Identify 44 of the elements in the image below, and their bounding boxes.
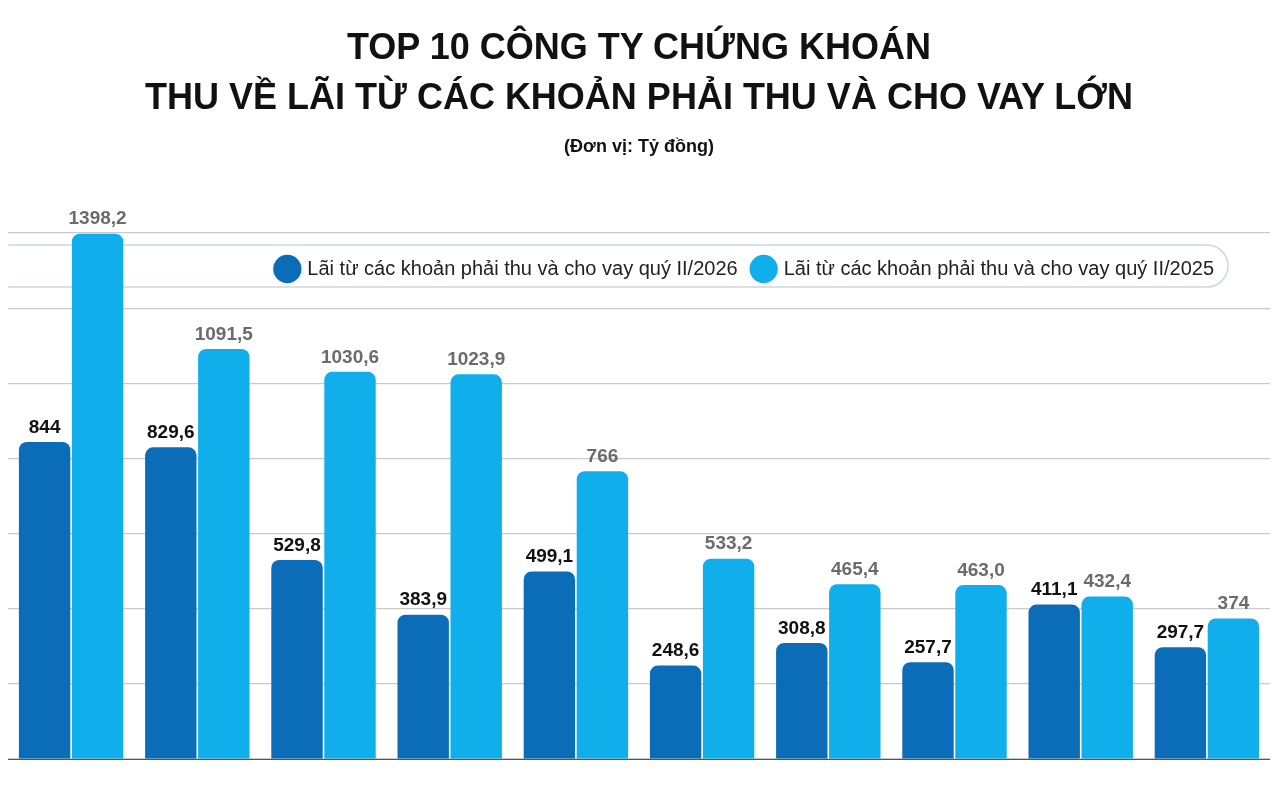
bar [397,614,449,759]
bar [1154,647,1207,759]
bar [776,642,828,759]
data-label: 533,2 [704,532,753,554]
chart-title: TOP 10 CÔNG TY CHỨNG KHOÁN THU VỀ LÃI TỪ CÁC KHOẢN PHẢI THU VÀ CHO VAY LỚN [144,24,1134,119]
data-label: 1091,5 [194,322,254,344]
data-label: 432,4 [1083,570,1132,592]
data-label: 529,8 [273,533,321,555]
legend-label: Lãi từ các khoản phải thu và cho vay quý II/2026 [307,256,738,279]
data-label: 829,6 [147,421,195,443]
bar [702,558,755,759]
bar [324,371,376,759]
bar [902,662,954,759]
bar [576,471,629,759]
data-label: 1030,6 [320,345,380,367]
bar [18,441,71,759]
data-label: 1398,2 [68,207,127,229]
data-label: 766 [586,444,619,466]
chart-subtitle: (Đơn vị: Tỷ đồng) [563,136,715,157]
bar [71,233,124,759]
data-label: 374 [1217,592,1250,614]
data-label: 411,1 [1030,578,1078,600]
data-label: 297,7 [1156,620,1205,642]
data-label: 383,9 [399,588,447,610]
bar [1081,596,1133,759]
bar [198,348,250,759]
data-label: 465,4 [831,557,880,579]
bar [1207,618,1260,759]
legend-label: Lãi từ các khoản phải thu và cho vay quý II/2025 [783,256,1215,279]
bar [450,374,502,759]
data-label: 463,0 [957,558,1005,580]
bar [829,584,881,759]
bar [271,559,323,759]
bar [145,447,197,759]
data-label: 257,7 [904,635,952,657]
data-label: 308,8 [778,616,826,638]
data-label: 248,6 [651,639,700,661]
data-label: 1023,9 [447,348,506,370]
data-label: 499,1 [525,545,574,567]
bar [649,665,702,759]
bar [955,585,1007,759]
data-label: 844 [28,415,61,437]
bar [523,571,576,759]
bar [1028,604,1080,759]
